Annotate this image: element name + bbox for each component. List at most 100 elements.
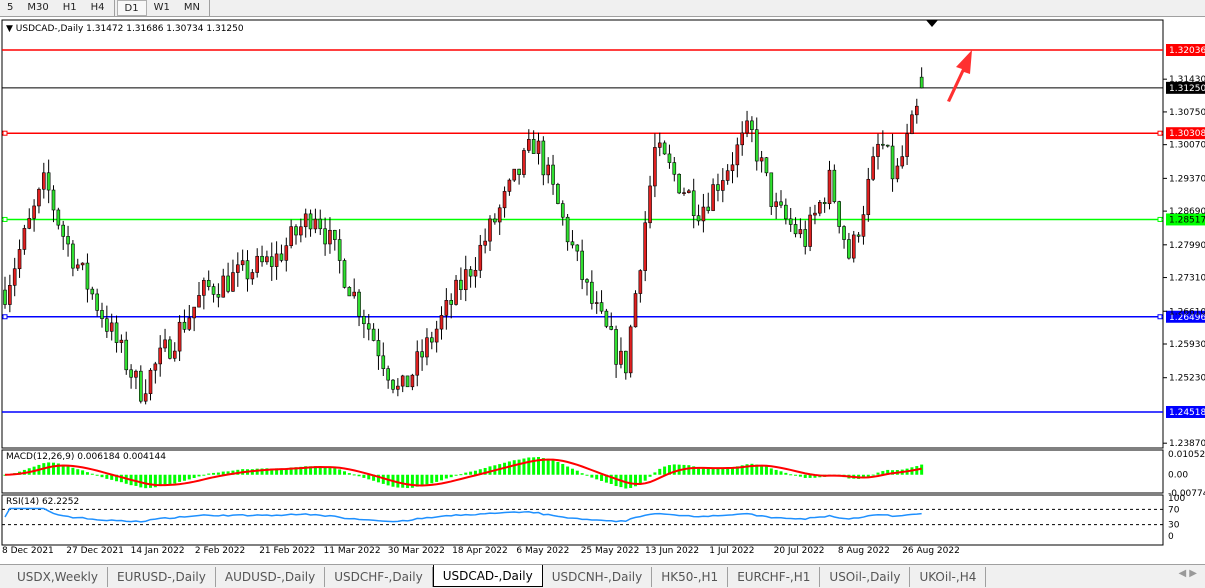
candle-body — [32, 205, 36, 219]
candle-body — [236, 264, 240, 273]
candle-body — [187, 317, 192, 330]
candle-body — [337, 239, 342, 261]
price-label-bg — [1166, 127, 1205, 140]
candle-body — [837, 201, 842, 227]
price-chart[interactable]: 1.32036 1.30308 1.28517 1.26496 1.24518 1.312… — [0, 19, 1205, 546]
macd-histogram-bar — [614, 474, 618, 487]
timeframe-m5[interactable]: 5 — [7, 2, 14, 13]
macd-histogram-bar — [362, 474, 366, 478]
price-tick-label: 1.27310 — [1169, 274, 1205, 284]
candle-body — [764, 157, 769, 174]
time-tick-label: 6 May 2022 — [516, 546, 570, 556]
candle-body — [507, 179, 512, 192]
candle-body — [211, 286, 216, 295]
candle-body — [12, 268, 17, 286]
candle-body — [168, 339, 172, 359]
macd-histogram-bar — [745, 464, 749, 475]
tab-scroll-arrows[interactable]: ◀ ▶ — [1178, 568, 1197, 579]
time-tick-label: 30 Mar 2022 — [387, 546, 445, 556]
macd-histogram-bar — [304, 466, 308, 475]
macd-histogram-bar — [357, 474, 361, 477]
candle-body — [381, 355, 386, 369]
candle-body — [750, 120, 754, 130]
macd-histogram-bar — [726, 467, 730, 475]
macd-histogram-bar — [410, 474, 414, 488]
candle-body — [648, 185, 652, 224]
macd-histogram-bar — [706, 468, 710, 475]
price-label: 1.32036 — [1169, 46, 1205, 56]
macd-histogram-bar — [740, 465, 744, 475]
macd-histogram-bar — [750, 463, 754, 475]
candle-body — [526, 139, 531, 151]
macd-histogram-bar — [478, 469, 482, 475]
timeframe-h1[interactable]: H1 — [62, 2, 77, 13]
macd-histogram-bar — [81, 470, 85, 475]
candle-body — [269, 256, 274, 267]
candle-body — [294, 226, 298, 236]
candle-body — [619, 350, 623, 365]
chart-tab[interactable]: HK50-,H1 — [652, 567, 729, 587]
candle-body — [827, 169, 832, 205]
macd-histogram-bar — [115, 474, 119, 482]
macd-histogram-bar — [595, 474, 599, 480]
timeframe-w1[interactable]: W1 — [153, 2, 170, 13]
macd-histogram-bar — [488, 466, 492, 475]
candle-body — [779, 201, 783, 206]
candle-body — [531, 139, 536, 154]
candle-body — [585, 279, 589, 283]
macd-pane-border — [1, 449, 1164, 494]
candle-body — [696, 215, 701, 222]
timeframe-d1[interactable]: D1 — [116, 0, 147, 16]
chart-tab[interactable]: EURUSD-,Daily — [108, 567, 216, 587]
chart-window[interactable]: 1.32036 1.30308 1.28517 1.26496 1.24518 1.312… — [0, 19, 1205, 546]
price-tick-label: 1.30070 — [1169, 141, 1205, 151]
candle-body — [769, 172, 774, 207]
chart-tab[interactable]: EURCHF-,H1 — [728, 567, 821, 587]
dropdown-triangle-icon[interactable]: ▼ — [6, 24, 13, 34]
macd-histogram-bar — [270, 468, 274, 475]
chart-tab[interactable]: USDX,Weekly — [8, 567, 108, 587]
macd-histogram-bar — [517, 459, 521, 475]
chart-tab[interactable]: USDCHF-,Daily — [325, 567, 433, 587]
rsi-tick-label: 100 — [1168, 494, 1185, 504]
candle-body — [37, 188, 41, 207]
candle-body — [628, 326, 633, 374]
timeframe-h4[interactable]: H4 — [90, 2, 105, 13]
macd-histogram-bar — [333, 468, 337, 475]
candle-body — [662, 142, 667, 155]
macd-histogram-bar — [803, 474, 807, 478]
chart-tab[interactable]: AUDUSD-,Daily — [216, 567, 326, 587]
price-label-bg — [1166, 213, 1205, 226]
macd-histogram-bar — [173, 474, 177, 484]
time-tick-label: 14 Jan 2022 — [130, 546, 185, 556]
macd-histogram-bar — [886, 469, 890, 475]
chart-tab[interactable]: USOil-,Daily — [820, 567, 911, 587]
candle-body — [143, 393, 148, 402]
candle-body — [134, 370, 138, 378]
candle-body — [27, 218, 32, 229]
candle-body — [517, 168, 521, 175]
candle-body — [711, 184, 715, 211]
candle-body — [551, 164, 555, 185]
timeframe-mn[interactable]: MN — [183, 2, 200, 13]
time-tick-label: 25 May 2022 — [580, 546, 640, 556]
chart-tab[interactable]: USDCNH-,Daily — [543, 567, 653, 587]
chart-tab[interactable]: USDCAD-,Daily — [432, 565, 543, 587]
macd-histogram-bar — [149, 474, 152, 488]
candle-body — [396, 385, 400, 390]
candle-body — [565, 216, 570, 243]
candle-body — [405, 375, 410, 388]
candle-body — [289, 226, 293, 246]
macd-histogram-bar — [61, 464, 65, 475]
candle-body — [459, 279, 463, 291]
rsi-label: RSI(14) 62.2252 — [6, 497, 80, 507]
chart-tab[interactable]: UKOil-,H4 — [910, 567, 987, 587]
macd-histogram-bar — [920, 464, 924, 475]
candle-body — [493, 218, 497, 223]
timeframe-m30[interactable]: M30 — [27, 2, 49, 13]
candle-body — [347, 287, 352, 297]
macd-histogram-bar — [643, 474, 647, 481]
candle-body — [386, 368, 390, 381]
candle-body — [439, 315, 444, 330]
candle-body — [832, 169, 837, 202]
